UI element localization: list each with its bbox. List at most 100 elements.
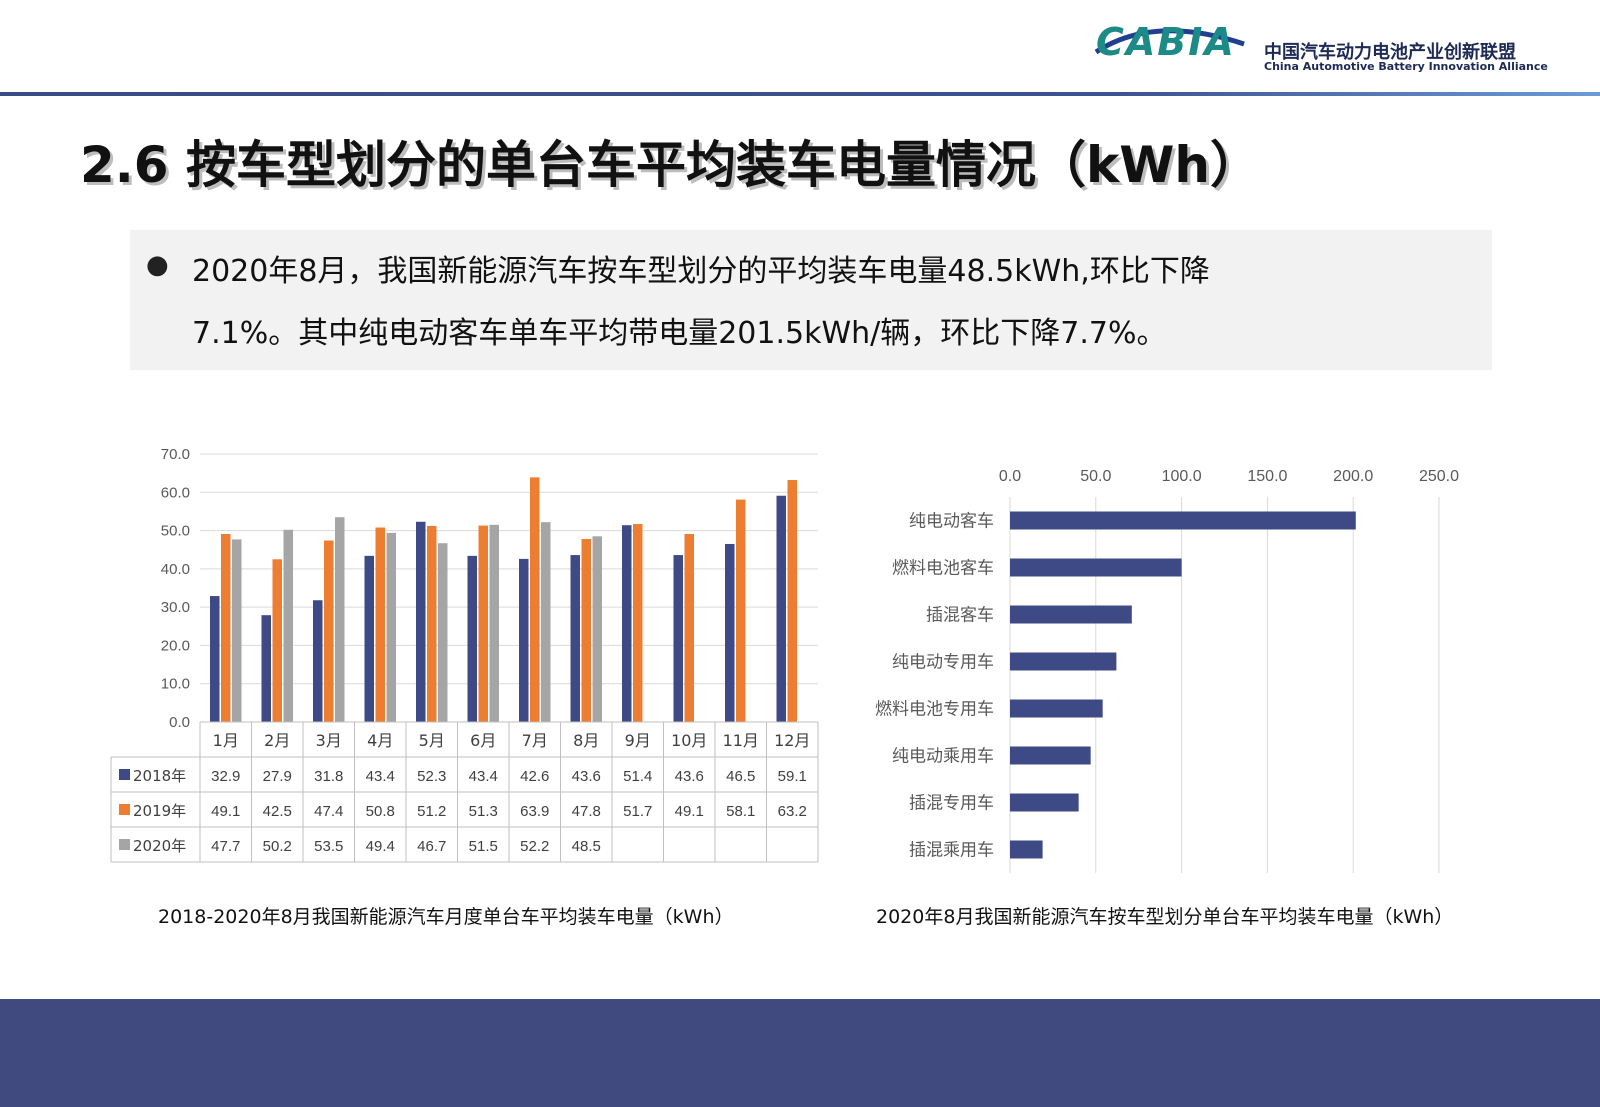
- bar-纯电动乘用车: [1010, 746, 1091, 765]
- logo-chinese-name: 中国汽车动力电池产业创新联盟: [1264, 42, 1516, 63]
- bar-2020年-5月: [438, 543, 448, 722]
- bullet-icon: ●: [146, 250, 169, 280]
- y-tick-label: 插混专用车: [909, 794, 994, 814]
- chart2-caption: 2020年8月我国新能源汽车按车型划分单台车平均装车电量（kWh）: [876, 906, 1454, 928]
- data-label: 43.6: [675, 768, 704, 785]
- charts-canvas: 0.0 10.0 20.0 30.0 40.0 50.0 60.0 70.0 1月 2月 3月 4月 5…: [110, 446, 1459, 873]
- legend-label: 2019年: [133, 802, 186, 820]
- bar-2020年-6月: [489, 524, 499, 722]
- bar-燃料电池客车: [1010, 558, 1182, 577]
- x-tick-label: 7月: [522, 731, 548, 750]
- bar-2018年-1月: [210, 596, 220, 722]
- bar-2018年-2月: [261, 615, 271, 722]
- bar-2019年-1月: [221, 534, 231, 722]
- x-tick-label: 150.0: [1247, 468, 1287, 485]
- bar-2019年-7月: [530, 477, 540, 722]
- logo-swoosh: [1094, 28, 1245, 55]
- data-label: 49.1: [211, 803, 240, 820]
- y-tick-label: 40.0: [161, 561, 190, 578]
- bar-2018年-4月: [364, 555, 374, 722]
- data-label: 43.6: [572, 768, 601, 785]
- data-label: 49.1: [675, 803, 704, 820]
- x-tick-label: 5月: [419, 731, 445, 750]
- bar-2020年-3月: [335, 517, 345, 722]
- bar-2020年-1月: [232, 539, 242, 722]
- data-label: 27.9: [263, 768, 292, 785]
- data-label: 50.8: [366, 803, 395, 820]
- x-tick-label: 200.0: [1333, 468, 1373, 485]
- bar-2018年-7月: [519, 558, 529, 722]
- bar-2018年-9月: [622, 525, 632, 722]
- legend-label: 2018年: [133, 767, 186, 785]
- bar-插混专用车: [1010, 793, 1079, 812]
- y-tick-label: 插混乘用车: [909, 841, 994, 861]
- page-title: 2.6 按车型划分的单台车平均装车电量情况（kWh）: [80, 136, 1260, 194]
- y-tick-label: 30.0: [161, 599, 190, 616]
- y-tick-label: 0.0: [169, 714, 190, 731]
- legend-swatch: [119, 804, 130, 815]
- bar-2018年-8月: [570, 555, 580, 722]
- y-tick-label: 10.0: [161, 676, 190, 693]
- bar-纯电动客车: [1010, 511, 1356, 530]
- y-tick-label: 60.0: [161, 484, 190, 501]
- data-label: 31.8: [314, 768, 343, 785]
- data-label: 46.7: [417, 838, 446, 855]
- data-label: 42.5: [263, 803, 292, 820]
- x-tick-label: 4月: [367, 731, 393, 750]
- footer-bar: [0, 999, 1600, 1107]
- chart1-caption: 2018-2020年8月我国新能源汽车月度单台车平均装车电量（kWh）: [158, 906, 734, 928]
- y-tick-label: 燃料电池专用车: [875, 700, 994, 720]
- y-tick-label: 50.0: [161, 523, 190, 540]
- header-divider: [0, 92, 1600, 96]
- bar-插混乘用车: [1010, 840, 1043, 859]
- data-label: 47.8: [572, 803, 601, 820]
- bar-2018年-11月: [725, 543, 735, 722]
- bar-2018年-3月: [313, 600, 323, 722]
- x-tick-label: 3月: [316, 731, 342, 750]
- bar-2018年-6月: [467, 555, 477, 722]
- data-label: 47.4: [314, 803, 343, 820]
- bar-2019年-5月: [427, 525, 437, 722]
- y-tick-label: 燃料电池客车: [892, 559, 994, 579]
- data-label: 53.5: [314, 838, 343, 855]
- logo-english-name: China Automotive Battery Innovation Alli…: [1264, 60, 1548, 73]
- data-label: 43.4: [366, 768, 395, 785]
- x-tick-label: 100.0: [1162, 468, 1202, 485]
- data-label: 49.4: [366, 838, 395, 855]
- data-label: 51.5: [469, 838, 498, 855]
- bar-2019年-4月: [375, 527, 385, 722]
- y-tick-label: 20.0: [161, 637, 190, 654]
- summary-line-1: 2020年8月，我国新能源汽车按车型划分的平均装车电量48.5kWh,环比下降: [192, 254, 1210, 289]
- data-label: 51.7: [623, 803, 652, 820]
- data-label: 46.5: [726, 768, 755, 785]
- bar-2020年-8月: [592, 536, 602, 722]
- data-label: 51.3: [469, 803, 498, 820]
- x-tick-label: 2月: [264, 731, 290, 750]
- summary-line-2: 7.1%。其中纯电动客车单车平均带电量201.5kWh/辆，环比下降7.7%。: [192, 316, 1167, 351]
- data-label: 47.7: [211, 838, 240, 855]
- x-tick-label: 0.0: [999, 468, 1021, 485]
- bar-燃料电池专用车: [1010, 699, 1103, 718]
- bar-2019年-10月: [684, 534, 694, 722]
- bar-2019年-2月: [272, 559, 282, 722]
- data-label: 42.6: [520, 768, 549, 785]
- header: CABIA 中国汽车动力电池产业创新联盟 China Automotive Ba…: [0, 0, 1600, 96]
- data-label: 52.3: [417, 768, 446, 785]
- bar-纯电动专用车: [1010, 652, 1117, 671]
- y-tick-label: 纯电动专用车: [892, 653, 994, 673]
- data-label: 51.2: [417, 803, 446, 820]
- data-label: 48.5: [572, 838, 601, 855]
- bar-2019年-8月: [581, 538, 591, 722]
- summary-box: ● 2020年8月，我国新能源汽车按车型划分的平均装车电量48.5kWh,环比下…: [130, 230, 1492, 370]
- data-label: 52.2: [520, 838, 549, 855]
- monthly-bar-chart: 0.0 10.0 20.0 30.0 40.0 50.0 60.0 70.0 1月 2月 3月 4月 5…: [110, 446, 819, 863]
- y-tick-label: 纯电动乘用车: [892, 747, 994, 767]
- x-tick-label: 9月: [625, 731, 651, 750]
- legend-swatch: [119, 839, 130, 850]
- x-tick-label: 10月: [671, 731, 707, 750]
- logo-mark: CABIA: [1096, 20, 1236, 64]
- legend-label: 2020年: [133, 837, 186, 855]
- data-label: 43.4: [469, 768, 498, 785]
- x-tick-label: 6月: [470, 731, 496, 750]
- data-label: 58.1: [726, 803, 755, 820]
